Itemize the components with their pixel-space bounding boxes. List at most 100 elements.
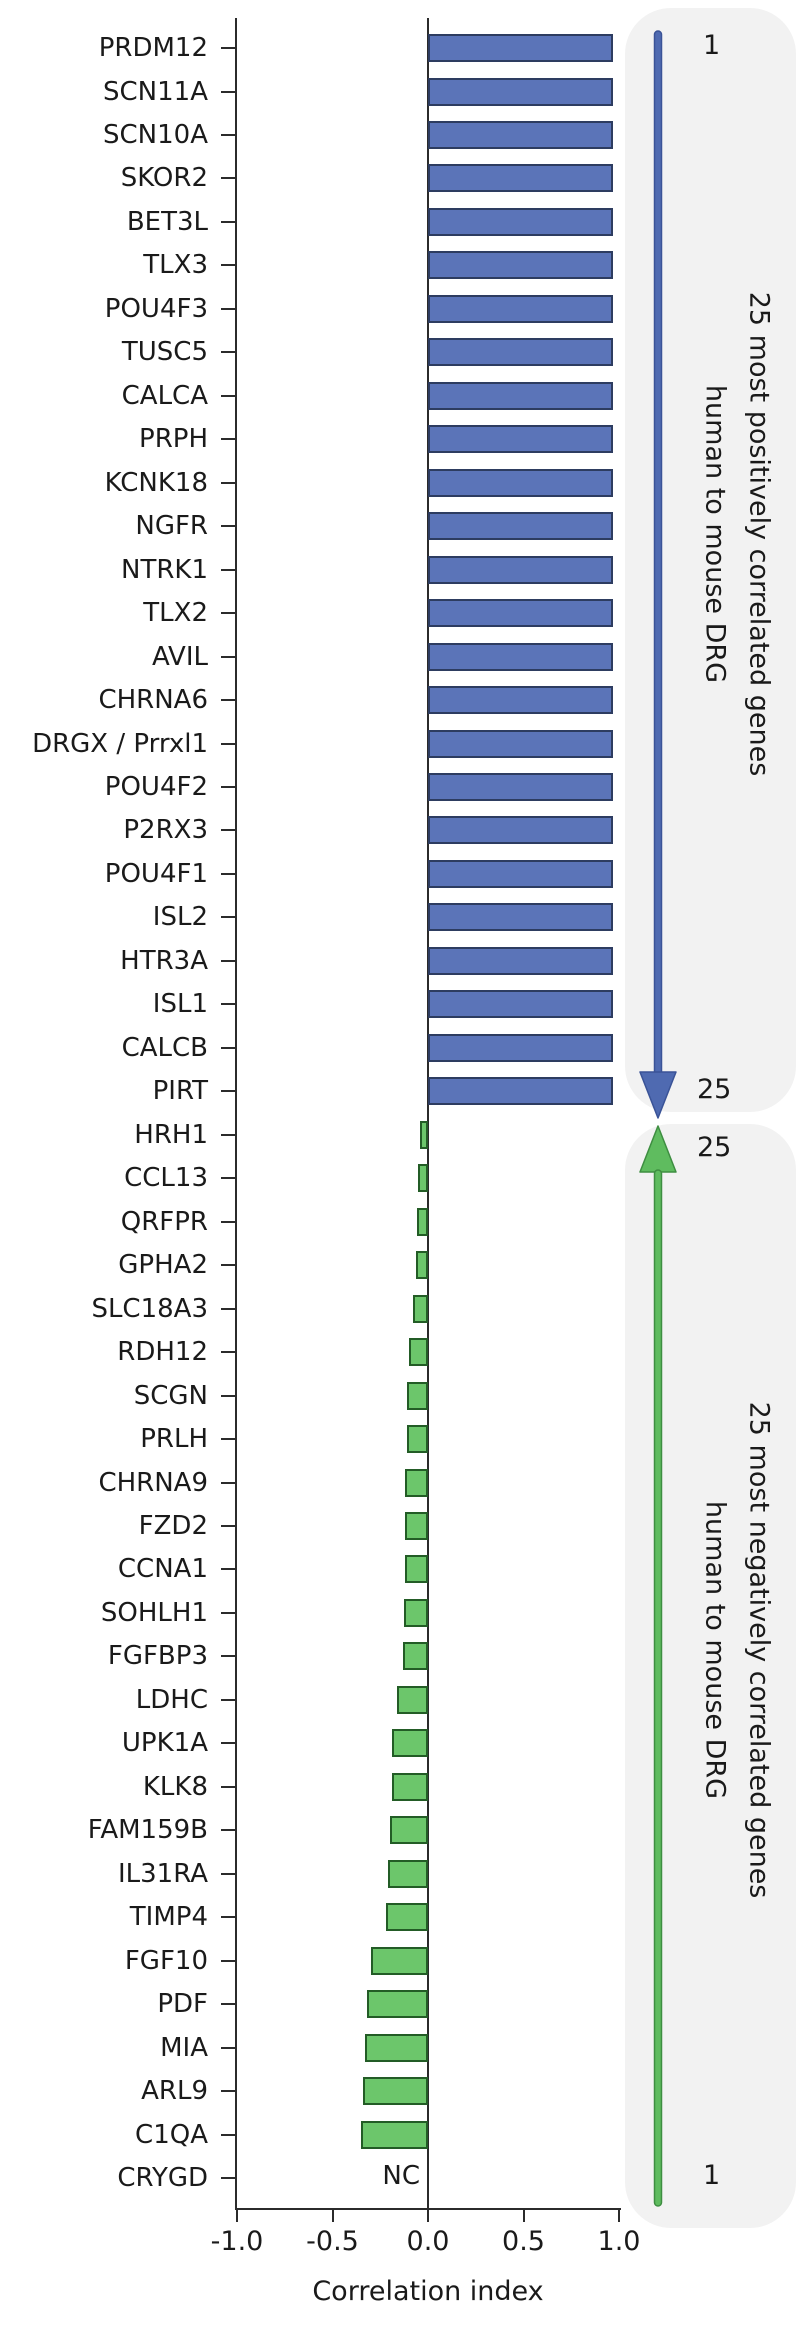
gene-bar	[387, 1859, 428, 1888]
gene-axis-tick	[221, 1959, 235, 1962]
gene-bar	[428, 251, 614, 280]
negative-rank-top-label: 25	[697, 1132, 732, 1163]
gene-bar	[428, 425, 614, 454]
gene-label: MIA	[160, 2032, 208, 2063]
gene-bar	[428, 338, 614, 367]
gene-axis-tick	[221, 351, 235, 354]
gene-bar	[405, 1468, 428, 1497]
gene-axis-tick	[221, 177, 235, 180]
gene-label: SLC18A3	[91, 1293, 208, 1324]
gene-row: PDF	[0, 1982, 625, 2025]
gene-label: ISL1	[152, 989, 208, 1020]
x-tick	[618, 2210, 620, 2222]
gene-axis-tick	[221, 1872, 235, 1875]
gene-label: CCL13	[124, 1163, 208, 1194]
gene-row: RDH12	[0, 1330, 625, 1373]
gene-row: CCL13	[0, 1157, 625, 1200]
gene-row: SKOR2	[0, 157, 625, 200]
gene-bar	[428, 120, 614, 149]
gene-bar	[418, 1164, 428, 1193]
gene-axis-tick	[221, 916, 235, 919]
gene-row: KLK8	[0, 1765, 625, 1808]
gene-label: PRPH	[139, 424, 208, 455]
gene-axis-tick	[221, 90, 235, 93]
x-tick	[522, 2210, 525, 2222]
gene-label: POU4F1	[104, 858, 208, 889]
gene-label: TUSC5	[121, 337, 208, 368]
negative-caption-line1: 25 most negatively correlated genes	[743, 1401, 775, 1899]
gene-label: SCN10A	[103, 119, 208, 150]
gene-label: FZD2	[138, 1511, 208, 1541]
x-axis-line	[236, 2208, 621, 2210]
gene-bar	[428, 77, 614, 106]
gene-bar	[428, 816, 614, 845]
gene-row: SOHLH1	[0, 1591, 625, 1634]
gene-axis-tick	[221, 2090, 235, 2093]
gene-row: LDHC	[0, 1678, 625, 1721]
gene-row: CRYGD NC	[0, 2156, 625, 2199]
gene-axis-tick	[221, 1611, 235, 1614]
gene-label: GPHA2	[118, 1250, 208, 1281]
gene-row: SCN11A	[0, 70, 625, 113]
zero-baseline	[427, 18, 429, 2210]
gene-bar	[391, 1729, 428, 1758]
gene-bar	[428, 642, 614, 671]
gene-label: POU4F2	[104, 772, 208, 803]
gene-axis-tick	[221, 1438, 235, 1441]
gene-bar	[405, 1555, 428, 1584]
gene-axis-tick	[221, 1698, 235, 1701]
positive-panel-caption: 25 most positively correlated genes huma…	[693, 292, 780, 777]
gene-label: CALCB	[121, 1032, 208, 1063]
gene-label: POU4F3	[104, 293, 208, 324]
gene-row: PRPH	[0, 418, 625, 461]
gene-label: CHRNA6	[98, 685, 208, 716]
gene-label: TIMP4	[129, 1902, 208, 1933]
gene-bar	[428, 512, 614, 541]
gene-axis-tick	[221, 133, 235, 136]
gene-axis-tick	[221, 481, 235, 484]
y-axis-spine	[235, 18, 237, 2210]
gene-row: UPK1A	[0, 1722, 625, 1765]
gene-bar	[389, 1816, 428, 1845]
x-axis-title: Correlation index	[312, 2276, 544, 2307]
gene-axis-tick	[221, 2003, 235, 2006]
gene-row: P2RX3	[0, 809, 625, 852]
gene-bar	[428, 381, 614, 410]
gene-label: FGF10	[124, 1945, 208, 1976]
gene-row: HTR3A	[0, 939, 625, 982]
gene-row: IL31RA	[0, 1852, 625, 1895]
gene-row: SCN10A	[0, 113, 625, 156]
gene-bar	[406, 1381, 428, 1410]
gene-label: NTRK1	[121, 554, 208, 585]
gene-bar	[428, 729, 614, 758]
gene-axis-tick	[221, 1351, 235, 1354]
gene-label: IL31RA	[117, 1858, 208, 1889]
gene-row: TIMP4	[0, 1896, 625, 1939]
gene-label: AVIL	[151, 641, 208, 672]
gene-label: KCNK18	[104, 467, 208, 498]
gene-label: PRDM12	[98, 33, 208, 64]
gene-bar	[428, 686, 614, 715]
gene-bar	[420, 1120, 428, 1149]
negative-panel-caption: 25 most negatively correlated genes huma…	[693, 1402, 780, 1899]
up-arrow-icon	[639, 1125, 677, 2207]
negative-genes-panel: 25 1 25 most negatively correlated genes…	[625, 1124, 796, 2228]
gene-label: FAM159B	[87, 1815, 208, 1846]
gene-label: QRFPR	[120, 1206, 208, 1237]
x-tick-label: 1.0	[597, 2226, 641, 2257]
gene-axis-tick	[221, 1568, 235, 1571]
gene-label: CALCA	[121, 380, 208, 411]
gene-bar	[428, 903, 614, 932]
gene-bar	[385, 1903, 428, 1932]
gene-row: ISL1	[0, 983, 625, 1026]
x-tick-label: 0.0	[406, 2226, 450, 2257]
gene-label: CCNA1	[117, 1554, 208, 1585]
gene-row: FAM159B	[0, 1809, 625, 1852]
gene-axis-tick	[221, 1307, 235, 1310]
gene-axis-tick	[221, 742, 235, 745]
gene-row: PRLH	[0, 1417, 625, 1460]
gene-row: C1QA	[0, 2113, 625, 2156]
gene-label: SOHLH1	[100, 1597, 208, 1628]
gene-axis-tick	[221, 1003, 235, 1006]
gene-label: P2RX3	[123, 815, 208, 846]
